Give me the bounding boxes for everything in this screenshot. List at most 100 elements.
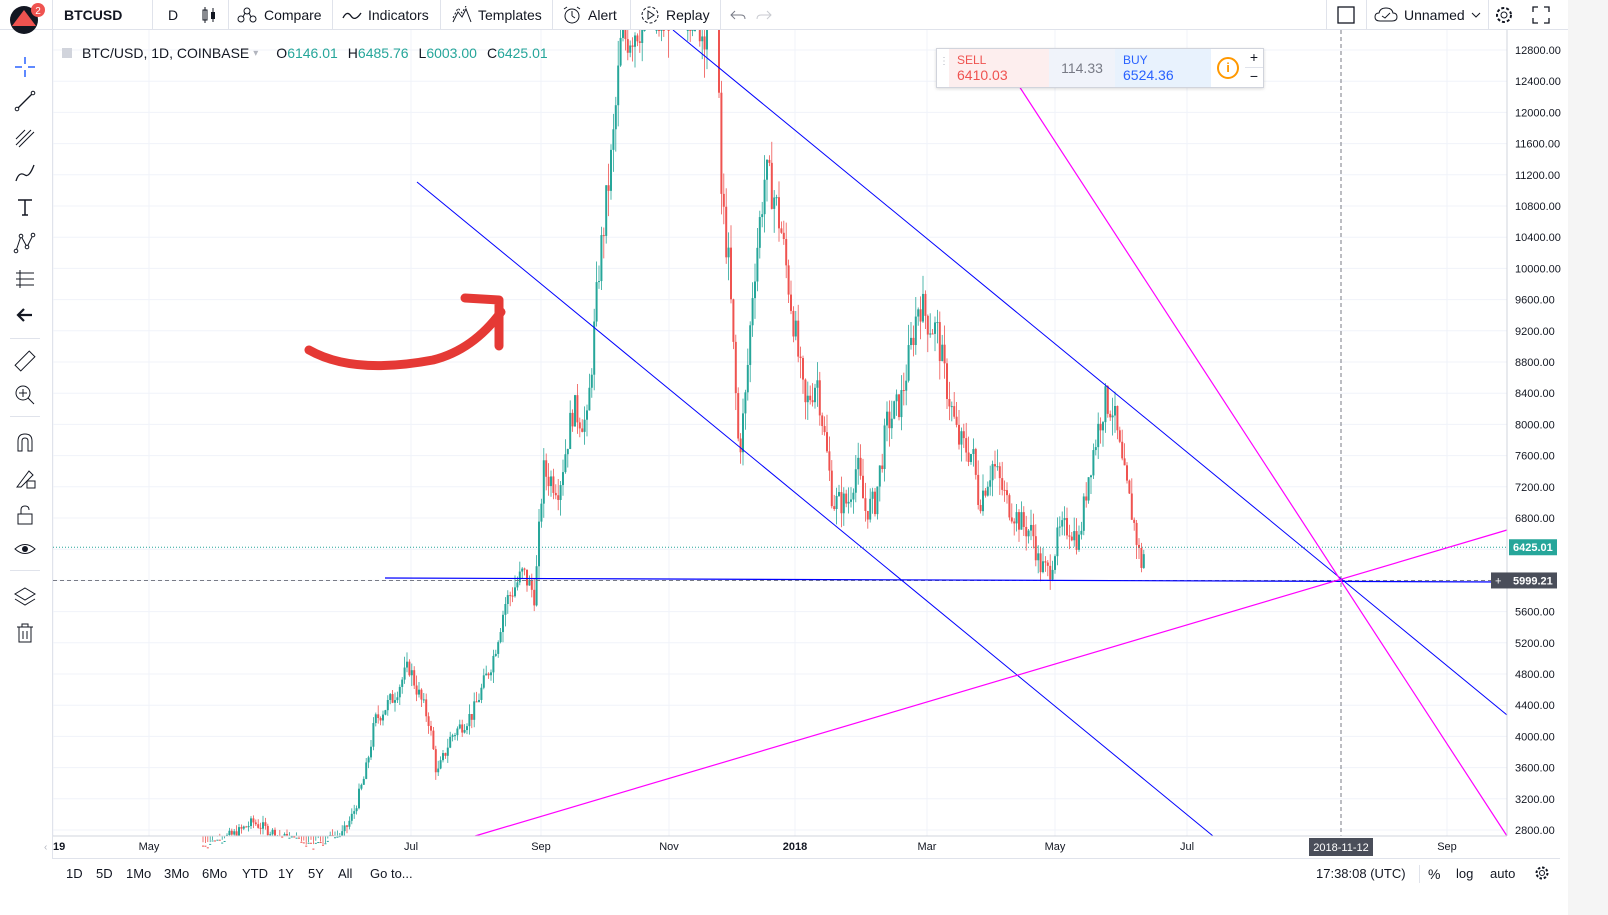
drag-handle-icon[interactable]: ⋮⋮: [939, 57, 959, 77]
text-tool-icon[interactable]: [12, 194, 38, 220]
indicators-button[interactable]: Indicators: [342, 0, 429, 30]
candle-body: [269, 834, 272, 836]
layers-icon[interactable]: [12, 584, 38, 610]
undo-icon[interactable]: [730, 0, 746, 30]
candle-body: [552, 476, 555, 493]
range-5y[interactable]: 5Y: [308, 866, 324, 881]
candle-body: [528, 579, 531, 586]
candle-body: [302, 842, 305, 844]
legend-title[interactable]: BTC/USD, 1D, COINBASE: [82, 45, 250, 61]
high-value: 6485.76: [357, 45, 409, 61]
candle-body: [401, 679, 404, 687]
percent-toggle[interactable]: %: [1428, 866, 1441, 882]
candle-body: [799, 356, 802, 359]
divider: [1366, 0, 1367, 30]
candle-body: [466, 726, 468, 731]
logo-icon[interactable]: 2: [0, 0, 52, 40]
auto-toggle[interactable]: auto: [1490, 866, 1516, 881]
interval-button[interactable]: D: [168, 7, 179, 23]
unlock-icon[interactable]: [12, 502, 38, 528]
fullscreen-square-icon[interactable]: [1336, 0, 1356, 30]
legend-dropdown-icon[interactable]: ▾: [253, 47, 259, 59]
fullscreen-expand-icon[interactable]: [1532, 0, 1550, 30]
candle-body: [362, 778, 365, 785]
range-1d[interactable]: 1D: [66, 866, 83, 881]
time-tick-label: 2019: [53, 841, 65, 853]
compare-button[interactable]: Compare: [236, 0, 322, 30]
chart-settings-gear-icon[interactable]: [1534, 865, 1550, 883]
candle-body: [761, 214, 764, 218]
candle-body: [396, 697, 399, 701]
divider: [10, 338, 40, 339]
candle-body: [202, 845, 204, 847]
log-toggle[interactable]: log: [1456, 866, 1474, 881]
candle-body: [1111, 415, 1114, 418]
candle-body: [509, 595, 512, 597]
pitchfork-icon[interactable]: [12, 124, 38, 150]
layout-menu-button[interactable]: Unnamed: [1374, 0, 1481, 30]
quantity-plus-button[interactable]: +: [1245, 49, 1263, 68]
candle-body: [1116, 405, 1119, 431]
candle-body: [394, 700, 396, 703]
goto-button[interactable]: Go to...: [370, 866, 413, 881]
crosshair-icon[interactable]: [12, 54, 38, 80]
price-tick-label: 5200.00: [1515, 638, 1555, 650]
candle-body: [768, 159, 771, 163]
range-3mo[interactable]: 3Mo: [164, 866, 190, 881]
candle-body: [1087, 477, 1090, 501]
candle-body: [1128, 480, 1131, 494]
price-chart[interactable]: 12800.00 12400.00 12000.00 11600.00 11200.00…: [41, 29, 1561, 858]
trend-line-icon[interactable]: [12, 88, 38, 114]
brush-icon[interactable]: [12, 160, 38, 186]
candle-body: [566, 448, 569, 455]
candle-body: [958, 424, 960, 445]
range-ytd[interactable]: YTD: [242, 866, 268, 881]
utc-time[interactable]: 17:38:08 (UTC): [1316, 866, 1406, 881]
redo-icon[interactable]: [756, 0, 772, 30]
candle-body: [334, 837, 336, 839]
divider: [152, 0, 153, 30]
zoom-in-icon[interactable]: [12, 382, 38, 408]
candle-body: [1066, 517, 1068, 536]
candle-body: [274, 829, 276, 836]
range-6mo[interactable]: 6Mo: [202, 866, 228, 881]
back-arrow-icon[interactable]: [12, 302, 38, 328]
range-1y[interactable]: 1Y: [278, 866, 294, 881]
candle-body: [1042, 561, 1044, 573]
collapse-handle[interactable]: ‹: [44, 842, 48, 853]
range-all[interactable]: All: [338, 866, 353, 881]
candle-body: [283, 834, 286, 836]
trash-icon[interactable]: [12, 620, 38, 646]
ruler-icon[interactable]: [12, 348, 38, 374]
open-value: 6146.01: [287, 45, 338, 61]
eye-icon[interactable]: [12, 536, 38, 562]
candle-body: [564, 454, 567, 473]
lock-drawing-icon[interactable]: [12, 466, 38, 492]
settings-gear-icon[interactable]: [1494, 0, 1514, 30]
info-icon[interactable]: i: [1217, 57, 1239, 79]
prediction-icon[interactable]: [12, 266, 38, 292]
candle-body: [463, 730, 466, 733]
templates-button[interactable]: Templates: [452, 0, 542, 30]
quantity-minus-button[interactable]: −: [1249, 68, 1259, 84]
alert-button[interactable]: Alert: [562, 0, 617, 30]
alarm-clock-icon: [563, 6, 581, 24]
range-1mo[interactable]: 1Mo: [126, 866, 152, 881]
replay-button[interactable]: Replay: [640, 0, 710, 30]
candle-body: [1142, 554, 1145, 568]
pattern-icon[interactable]: [12, 230, 38, 256]
magnet-icon[interactable]: [12, 430, 38, 456]
symbol-legend: BTC/USD, 1D, COINBASE ▾ O6146.01 H6485.7…: [60, 44, 548, 62]
fan-line-rising: [474, 529, 1508, 837]
candle-body: [538, 521, 540, 567]
chart-pane[interactable]: 12800.00 12400.00 12000.00 11600.00 11200.00…: [41, 29, 1561, 886]
candle-body: [1015, 512, 1018, 524]
buy-button[interactable]: BUY 6524.36: [1115, 49, 1211, 87]
chart-style-candles-icon[interactable]: [200, 0, 218, 30]
sell-button[interactable]: SELL 6410.03: [949, 49, 1049, 87]
candle-body: [317, 842, 320, 844]
price-tick-label: 10000.00: [1515, 263, 1561, 275]
candle-body: [691, 30, 694, 31]
symbol-search[interactable]: BTCUSD: [64, 7, 123, 23]
range-5d[interactable]: 5D: [96, 866, 113, 881]
